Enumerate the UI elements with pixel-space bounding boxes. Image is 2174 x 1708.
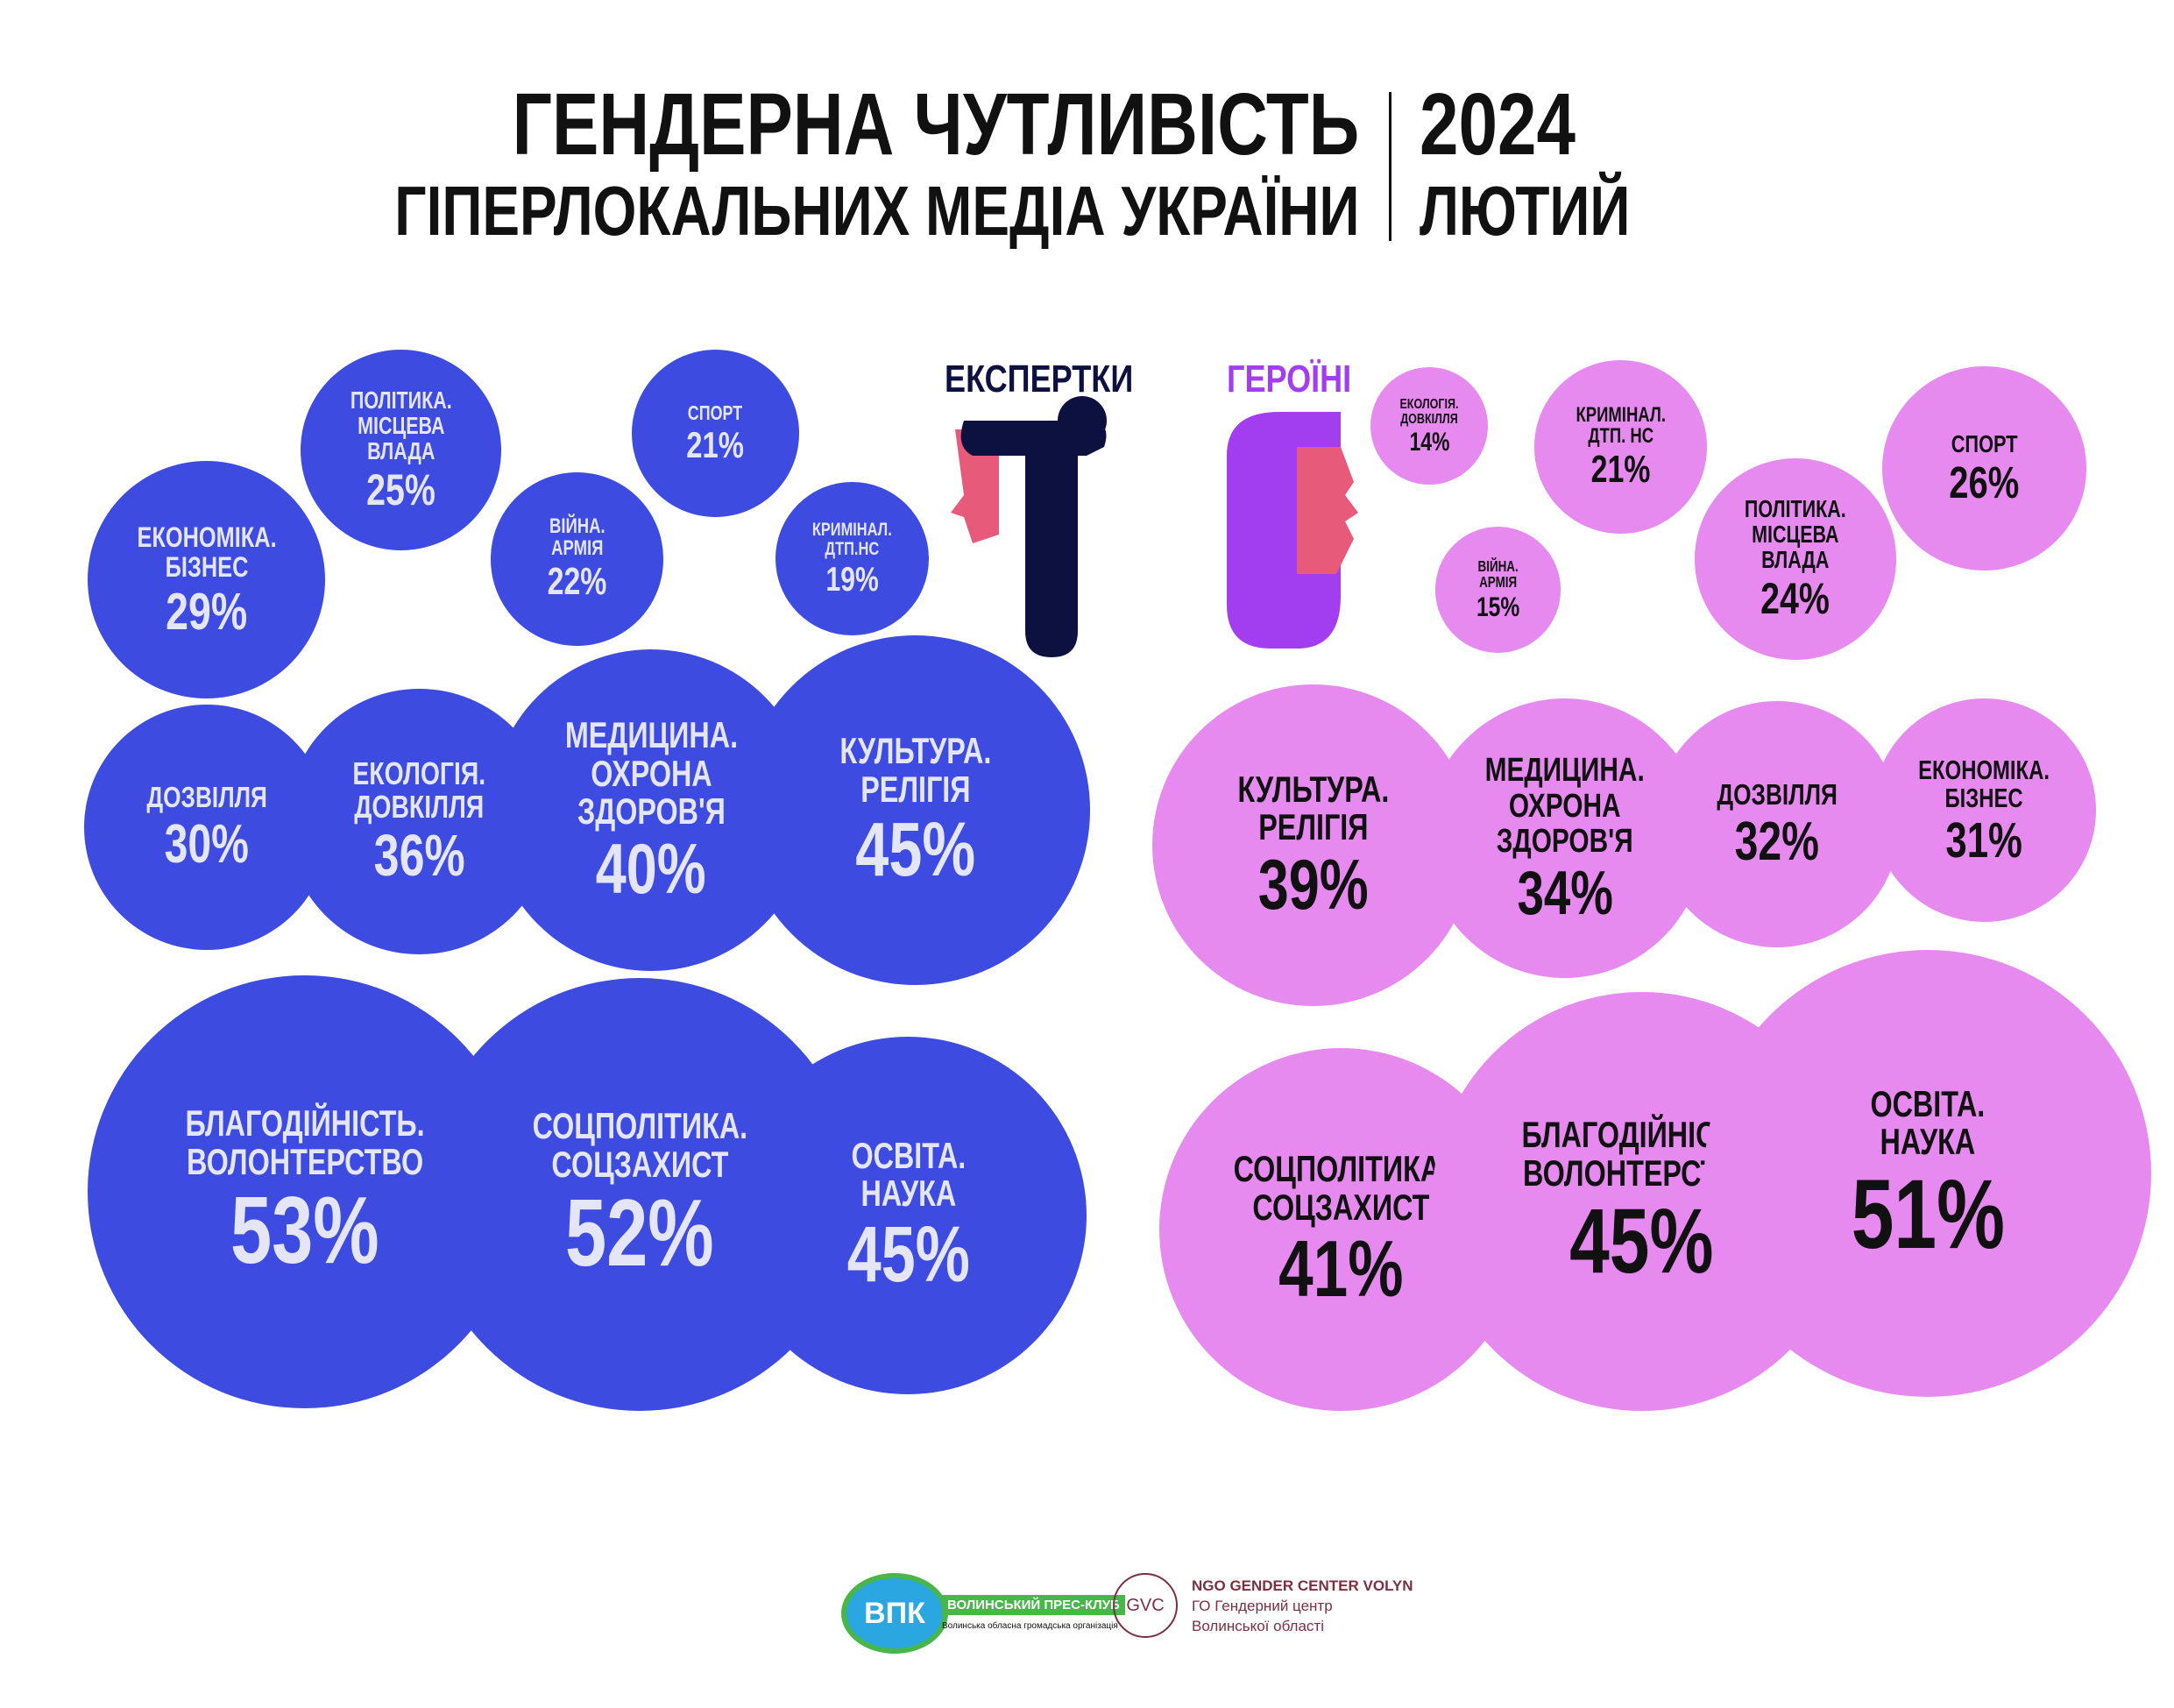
bubble-label: ЕКОЛОГІЯ. ДОВКІЛЛЯ [352,755,486,826]
value-label: 19% [825,560,879,599]
bubble-label: КУЛЬТУРА. РЕЛІГІЯ [839,730,991,810]
bubble-label: ПОЛІТИКА. МІСЦЕВА ВЛАДА [350,386,452,464]
bubble: ОСВІТА. НАУКА 51% [1704,950,2152,1398]
bubble: ПОЛІТИКА. МІСЦЕВА ВЛАДА 24% [1695,457,1896,660]
bubble-label: ЕКОЛОГІЯ. ДОВКІЛЛЯ [1399,395,1459,427]
divider [1389,92,1392,241]
bubble-label: ПОЛІТИКА. МІСЦЕВА ВЛАДА [1744,495,1846,573]
value-label: 21% [1590,449,1651,492]
value-label: 39% [1257,845,1369,925]
value-label: 24% [1760,572,1831,623]
logo-sub: Волинська обласна громадська організація [942,1621,1118,1631]
title-line2: ГІПЕРЛОКАЛЬНИХ МЕДІА УКРАЇНИ [393,172,1359,250]
bubble-label: ДОЗВІЛЛЯ [146,782,267,815]
value-label: 31% [1945,811,2022,868]
group-title: ГЕРОЇНІ [1227,358,1352,400]
title-line1: ГЕНДЕРНА ЧУТЛИВІСТЬ [512,75,1359,174]
logo2-line: NGO GENDER CENTER VOLYN [1192,1577,1413,1594]
month: ЛЮТИЙ [1420,172,1631,250]
bubble: КУЛЬТУРА. РЕЛІГІЯ 39% [1152,684,1475,1006]
value-label: 21% [686,424,745,466]
value-label: 34% [1517,857,1613,927]
value-label: 53% [230,1178,379,1285]
value-label: 25% [366,464,436,514]
logo-name: ВОЛИНСЬКИЙ ПРЕС-КЛУБ [942,1595,1125,1615]
bubble: ЕКОНОМІКА. БІЗНЕС 29% [88,461,326,699]
bubble: ВІЙНА. АРМІЯ 22% [490,471,664,646]
bubble-label: ВІЙНА. АРМІЯ [549,515,605,561]
logo-mark: ВПК [841,1573,948,1654]
bubble: ВІЙНА. АРМІЯ 15% [1434,527,1561,653]
bubble-label: ЕКОНОМІКА. БІЗНЕС [137,521,277,583]
logo2-line: ГО Гендерний центр [1192,1598,1333,1614]
value-label: 36% [373,824,465,889]
bubble: КРИМІНАЛ. ДТП.НС 19% [775,482,930,636]
bubble-label: МЕДИЦИНА. ОХРОНА ЗДОРОВ'Я [564,714,738,833]
value-label: 41% [1278,1224,1404,1315]
value-label: 45% [846,1210,970,1299]
bubble: СПОРТ 26% [1881,365,2086,571]
bubble-label: ОСВІТА. НАУКА [850,1134,966,1215]
bubble-label: СПОРТ [688,401,743,425]
bubble-label: БЛАГОДІЙНІСТЬ. ВОЛОНТЕРСТВО [185,1102,425,1182]
icon-heroine [1227,412,1358,648]
value-label: 32% [1734,811,1820,872]
value-label: 22% [547,560,607,603]
bubble: ЕКОНОМІКА. БІЗНЕС 31% [1872,698,2096,923]
bubble-label: КРИМІНАЛ. ДТП. НС [1576,403,1666,449]
value-label: 45% [854,806,975,893]
bubble-label: КУЛЬТУРА. РЕЛІГІЯ [1237,768,1390,848]
logo2-line: Волинської області [1192,1618,1324,1634]
bubble: СПОРТ 21% [631,349,800,517]
logo2-mark: GVC [1113,1573,1178,1638]
value-label: 29% [166,582,248,641]
value-label: 15% [1476,591,1519,623]
value-label: 45% [1569,1190,1714,1293]
bubble-label: МЕДИЦИНА. ОХРОНА ЗДОРОВ'Я [1484,751,1645,860]
bubble-label: СОЦПОЛІТИКА. СОЦЗАХИСТ [532,1105,748,1185]
value-label: 14% [1409,428,1450,457]
icon-expert [951,396,1107,657]
bubble: КУЛЬТУРА. РЕЛІГІЯ 45% [740,635,1090,986]
value-label: 26% [1949,457,2020,508]
value-label: 40% [596,829,706,909]
value-label: 30% [164,813,250,875]
value-label: 51% [1851,1158,2005,1269]
group-title: ЕКСПЕРТКИ [945,358,1134,400]
year: 2024 [1420,75,1576,174]
value-label: 52% [565,1180,715,1287]
bubble-label: КРИМІНАЛ. ДТП.НС [812,520,893,560]
bubble: КРИМІНАЛ. ДТП. НС 21% [1533,360,1708,535]
bubble-label: СОЦПОЛІТИКА. СОЦЗАХИСТ [1233,1148,1449,1228]
bubble: ДОЗВІЛЛЯ 32% [1654,701,1901,948]
bubble-label: ЕКОНОМІКА. БІЗНЕС [1918,755,2050,813]
bubble-label: СПОРТ [1951,429,2018,457]
bubble: ОСВІТА. НАУКА 45% [729,1037,1087,1395]
bubble: ПОЛІТИКА. МІСЦЕВА ВЛАДА 25% [300,349,502,551]
bubble-label: ДОЗВІЛЛЯ [1717,779,1838,812]
bubble-label: ВІЙНА. АРМІЯ [1477,556,1519,592]
bubble-label: ОСВІТА. НАУКА [1870,1082,1986,1163]
bubble: ЕКОЛОГІЯ. ДОВКІЛЛЯ 14% [1370,367,1489,485]
